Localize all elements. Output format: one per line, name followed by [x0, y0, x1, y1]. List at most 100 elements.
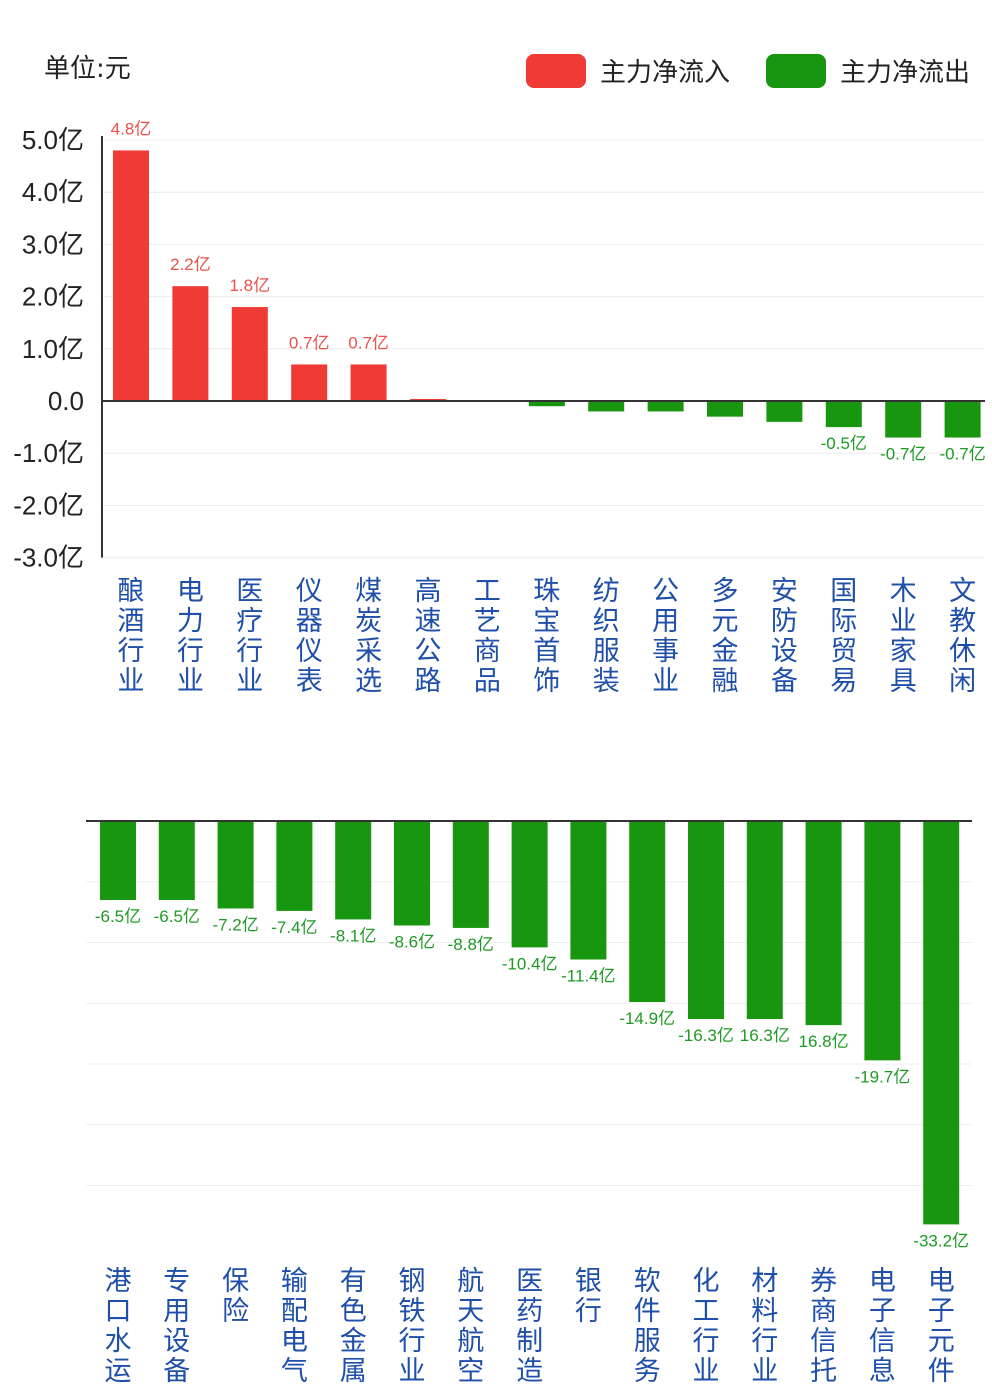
- category-label-char: 行: [118, 636, 145, 667]
- category-label-char: 备: [771, 666, 798, 697]
- data-label: -6.5亿: [154, 907, 200, 926]
- category-label-char: 业: [177, 666, 204, 697]
- category-label-char: 工: [474, 576, 501, 607]
- category-label-char: 有: [340, 1266, 367, 1297]
- category-label-char: 专: [163, 1266, 190, 1297]
- category-label-char: 输: [281, 1266, 308, 1297]
- category-label-char: 闲: [949, 666, 976, 697]
- y-tick-label: -1.0亿: [13, 438, 84, 468]
- data-label: -8.6亿: [389, 932, 435, 951]
- category-label-char: 防: [771, 606, 798, 637]
- category-label-char: 贸: [830, 636, 857, 667]
- data-label: -0.5亿: [821, 434, 867, 453]
- legend-inflow-label: 主力净流入: [600, 58, 731, 88]
- category-label-char: 行: [693, 1326, 720, 1357]
- category-label-char: 疗: [236, 606, 263, 637]
- y-tick-label: 3.0亿: [22, 229, 84, 259]
- y-tick-label: -2.0亿: [13, 490, 84, 520]
- category-label-char: 安: [771, 576, 798, 607]
- category-label-char: 力: [177, 606, 204, 637]
- category-label-char: 子: [928, 1296, 955, 1327]
- data-label: -8.8亿: [448, 935, 494, 954]
- data-label: -6.5亿: [95, 907, 141, 926]
- category-label-char: 铁: [399, 1296, 426, 1327]
- category-label-char: 元: [712, 606, 739, 637]
- category-label-char: 水: [105, 1326, 132, 1357]
- category-label-char: 文: [949, 576, 976, 607]
- y-tick-label: 0.0: [48, 386, 84, 416]
- category-label-char: 口: [105, 1296, 132, 1327]
- category-label-char: 采: [355, 636, 382, 667]
- category-label-char: 高: [415, 576, 442, 607]
- category-label-char: 工: [693, 1296, 720, 1327]
- y-tick-label: -3.0亿: [13, 543, 84, 573]
- category-label-char: 港: [105, 1266, 132, 1297]
- bar: [394, 821, 430, 926]
- category-label-char: 宝: [533, 606, 560, 637]
- legend-outflow-swatch: [766, 53, 826, 88]
- y-tick-label: 2.0亿: [22, 282, 84, 312]
- bar: [100, 821, 136, 900]
- data-label: -10.4亿: [502, 954, 558, 973]
- bar: [570, 821, 607, 960]
- category-label-char: 天: [457, 1296, 484, 1327]
- category-label-char: 券: [810, 1266, 837, 1297]
- bar: [511, 821, 548, 948]
- category-label-char: 造: [516, 1356, 543, 1387]
- bar: [291, 364, 328, 401]
- category-label-char: 仪: [296, 636, 323, 667]
- category-label-char: 电: [177, 576, 204, 607]
- data-label: -0.7亿: [939, 445, 985, 464]
- category-label-char: 酿: [118, 576, 145, 607]
- category-label-char: 选: [355, 666, 382, 697]
- category-label-char: 业: [693, 1356, 720, 1387]
- data-label: 16.8亿: [799, 1032, 849, 1051]
- category-label-char: 纺: [593, 576, 620, 607]
- category-label-char: 行: [575, 1296, 602, 1327]
- bar: [805, 821, 842, 1026]
- data-label: -7.2亿: [212, 915, 258, 934]
- category-label-char: 行: [399, 1326, 426, 1357]
- category-label-char: 医: [516, 1266, 543, 1297]
- category-label-char: 业: [118, 666, 145, 697]
- category-label-char: 商: [810, 1296, 837, 1327]
- bar: [825, 401, 862, 428]
- category-label-char: 息: [869, 1356, 896, 1387]
- data-label: -16.3亿: [678, 1026, 734, 1045]
- category-label-char: 保: [222, 1266, 249, 1297]
- category-label-char: 炭: [355, 606, 382, 637]
- legend-outflow-label: 主力净流出: [840, 58, 971, 88]
- category-label-char: 设: [163, 1326, 190, 1357]
- category-label-char: 公: [415, 636, 442, 667]
- category-label-char: 业: [399, 1356, 426, 1387]
- bar: [172, 286, 209, 401]
- bar: [217, 821, 254, 909]
- category-label-char: 饰: [533, 666, 560, 697]
- data-label: -33.2亿: [913, 1231, 969, 1250]
- category-label-char: 事: [652, 636, 679, 667]
- bar: [350, 364, 387, 401]
- category-label-char: 备: [163, 1356, 190, 1387]
- legend-inflow: 主力净流入: [526, 52, 730, 89]
- category-label-char: 托: [810, 1356, 837, 1387]
- category-label-char: 服: [634, 1326, 661, 1357]
- category-label-char: 设: [771, 636, 798, 667]
- category-label-char: 险: [222, 1296, 249, 1327]
- data-label: -11.4亿: [561, 967, 616, 986]
- category-label-char: 酒: [118, 606, 145, 637]
- bar: [864, 821, 901, 1061]
- category-label-char: 金: [712, 636, 739, 667]
- category-label-char: 业: [236, 666, 263, 697]
- category-label-char: 银: [575, 1266, 602, 1297]
- category-label-char: 料: [751, 1296, 778, 1327]
- category-label-char: 用: [652, 606, 679, 637]
- bar: [923, 821, 960, 1225]
- data-label: 1.8亿: [229, 276, 270, 295]
- category-label-char: 煤: [355, 576, 382, 607]
- category-label-char: 首: [533, 636, 560, 667]
- category-label-char: 多: [712, 576, 739, 607]
- category-label-char: 仪: [296, 576, 323, 607]
- category-label-char: 子: [869, 1296, 896, 1327]
- bar: [885, 401, 922, 438]
